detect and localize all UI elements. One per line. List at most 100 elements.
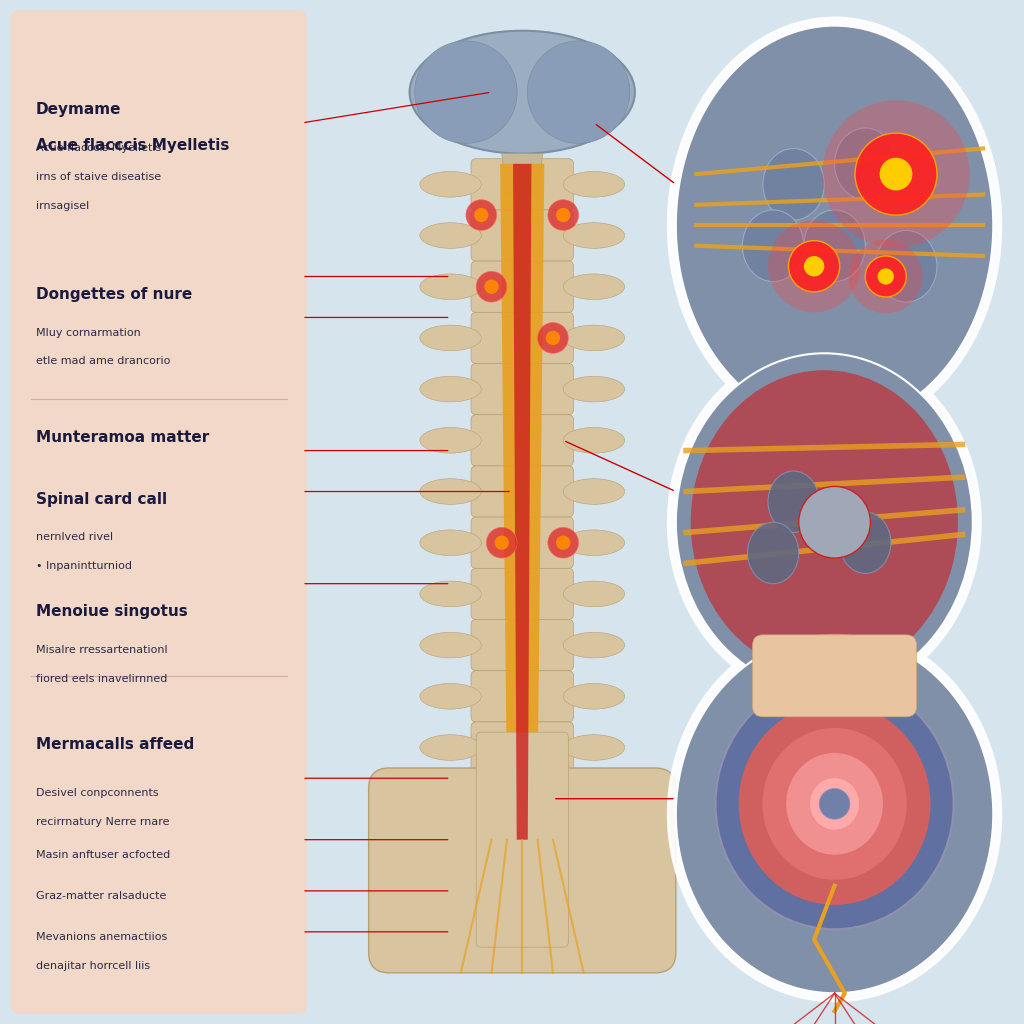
Circle shape [865, 256, 906, 297]
Polygon shape [502, 154, 543, 195]
Ellipse shape [676, 635, 993, 993]
Ellipse shape [420, 632, 481, 658]
Ellipse shape [676, 26, 993, 425]
Text: Dongettes of nure: Dongettes of nure [36, 287, 193, 302]
Ellipse shape [691, 370, 958, 675]
Ellipse shape [420, 377, 481, 401]
Ellipse shape [748, 522, 799, 584]
Circle shape [548, 527, 579, 558]
Ellipse shape [563, 326, 625, 350]
Ellipse shape [563, 684, 625, 709]
FancyBboxPatch shape [471, 210, 573, 261]
Ellipse shape [876, 230, 937, 302]
Text: Mluy cornarmation: Mluy cornarmation [36, 328, 140, 338]
Circle shape [819, 788, 850, 819]
Text: Masin anftuser acfocted: Masin anftuser acfocted [36, 850, 170, 860]
Ellipse shape [811, 778, 858, 829]
Circle shape [546, 331, 560, 345]
Text: Acue flacccis Myelletis: Acue flacccis Myelletis [36, 143, 161, 154]
FancyBboxPatch shape [369, 768, 676, 973]
FancyBboxPatch shape [471, 415, 573, 466]
Bar [307, 20, 737, 1004]
FancyBboxPatch shape [471, 722, 573, 773]
Circle shape [768, 220, 860, 312]
Ellipse shape [420, 582, 481, 606]
FancyBboxPatch shape [471, 517, 573, 568]
Text: Spinal card call: Spinal card call [36, 492, 167, 507]
Ellipse shape [410, 31, 635, 154]
Ellipse shape [420, 274, 481, 299]
Ellipse shape [716, 679, 953, 930]
Ellipse shape [563, 530, 625, 555]
Text: etle mad ame drancorio: etle mad ame drancorio [36, 356, 170, 367]
Text: Graz-matter ralsaducte: Graz-matter ralsaducte [36, 891, 166, 901]
Ellipse shape [742, 210, 804, 282]
Circle shape [556, 208, 570, 222]
Ellipse shape [420, 223, 481, 248]
Text: irnsagisel: irnsagisel [36, 201, 89, 211]
Circle shape [880, 158, 912, 190]
FancyBboxPatch shape [471, 261, 573, 312]
Ellipse shape [676, 353, 973, 691]
Ellipse shape [563, 428, 625, 453]
Ellipse shape [668, 627, 1000, 1001]
Circle shape [495, 536, 509, 550]
Ellipse shape [763, 148, 824, 220]
Text: nernlved rivel: nernlved rivel [36, 532, 113, 543]
Ellipse shape [563, 735, 625, 760]
Text: Mermacalls affeed: Mermacalls affeed [36, 737, 195, 753]
FancyBboxPatch shape [471, 568, 573, 620]
Ellipse shape [668, 17, 1000, 432]
Ellipse shape [420, 479, 481, 504]
Circle shape [822, 100, 970, 248]
Ellipse shape [763, 729, 906, 879]
Text: Munteramoa matter: Munteramoa matter [36, 430, 209, 445]
Text: irns of staive diseatise: irns of staive diseatise [36, 172, 161, 182]
Circle shape [476, 271, 507, 302]
Circle shape [484, 280, 499, 294]
Text: fiored eels inavelirnned: fiored eels inavelirnned [36, 674, 167, 684]
Ellipse shape [563, 274, 625, 299]
Text: Desivel conpconnents: Desivel conpconnents [36, 788, 159, 799]
Ellipse shape [563, 377, 625, 401]
Ellipse shape [420, 735, 481, 760]
Ellipse shape [420, 326, 481, 350]
Ellipse shape [669, 346, 981, 698]
Text: Menoiue singotus: Menoiue singotus [36, 604, 187, 620]
Circle shape [788, 241, 840, 292]
Circle shape [855, 133, 937, 215]
Ellipse shape [835, 128, 896, 200]
Ellipse shape [420, 428, 481, 453]
Ellipse shape [527, 41, 630, 143]
Text: denajitar horrcell liis: denajitar horrcell liis [36, 961, 150, 971]
Ellipse shape [420, 684, 481, 709]
Ellipse shape [739, 703, 930, 904]
Ellipse shape [420, 172, 481, 197]
Ellipse shape [420, 530, 481, 555]
Text: Misalre rressartenationl: Misalre rressartenationl [36, 645, 168, 655]
Ellipse shape [415, 41, 517, 143]
Circle shape [556, 536, 570, 550]
Circle shape [486, 527, 517, 558]
Circle shape [548, 200, 579, 230]
Text: Acue flacccis Myelletis: Acue flacccis Myelletis [36, 138, 229, 154]
Ellipse shape [563, 223, 625, 248]
Ellipse shape [840, 512, 891, 573]
Ellipse shape [563, 479, 625, 504]
Circle shape [474, 208, 488, 222]
FancyBboxPatch shape [753, 635, 916, 717]
FancyBboxPatch shape [471, 671, 573, 722]
Text: Deymame: Deymame [36, 102, 121, 118]
Polygon shape [500, 164, 545, 840]
FancyBboxPatch shape [10, 10, 307, 1014]
Circle shape [849, 240, 923, 313]
Text: recirrnatury Nerre rnare: recirrnatury Nerre rnare [36, 817, 169, 827]
Ellipse shape [768, 471, 819, 532]
Ellipse shape [563, 632, 625, 658]
Ellipse shape [786, 754, 882, 854]
FancyBboxPatch shape [471, 312, 573, 364]
Circle shape [538, 323, 568, 353]
Text: • Inpanintturniod: • Inpanintturniod [36, 561, 132, 571]
Polygon shape [513, 164, 531, 840]
FancyBboxPatch shape [471, 159, 573, 210]
